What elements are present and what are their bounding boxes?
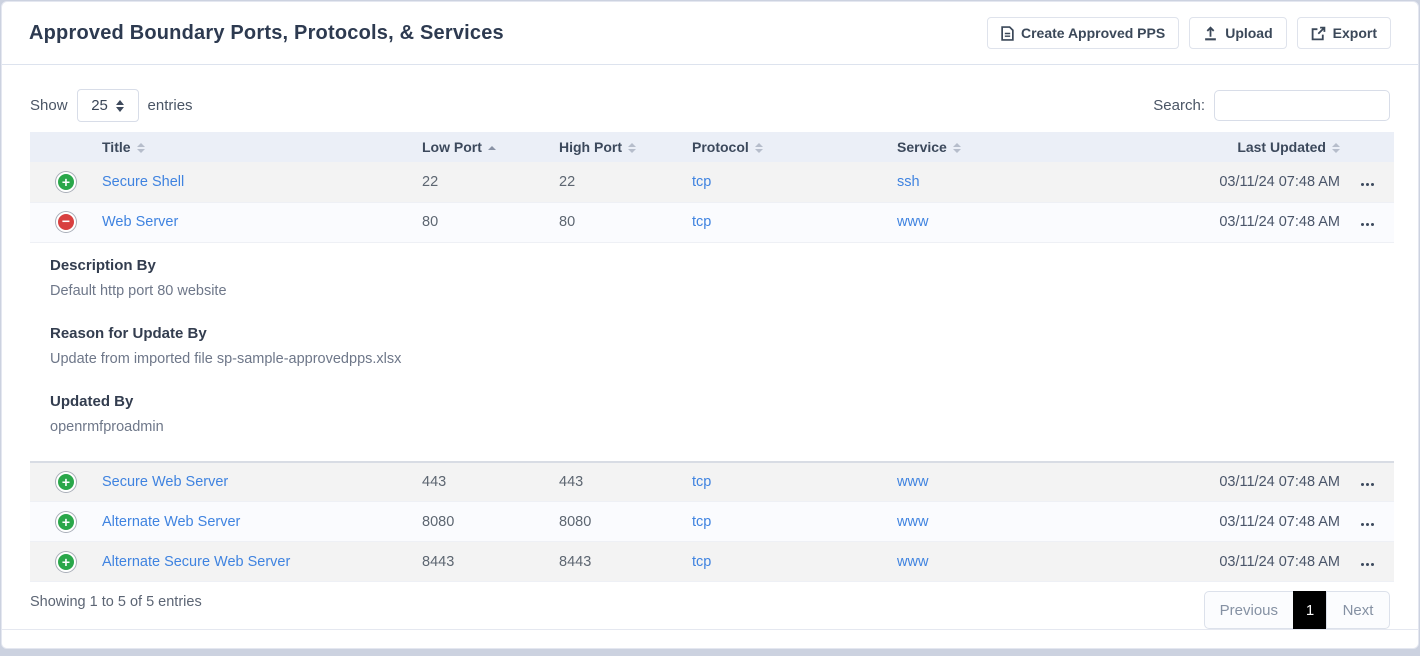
table-controls: Show 25 entries Search: xyxy=(30,89,1390,122)
export-button[interactable]: Export xyxy=(1296,17,1391,49)
table-row: Secure Web Server 443 443 tcp www 03/11/… xyxy=(30,461,1394,502)
service-link[interactable]: www xyxy=(897,214,929,230)
search-group: Search: xyxy=(1153,90,1390,121)
column-service[interactable]: Service xyxy=(897,132,1187,162)
row-detail-panel: Description By Default http port 80 webs… xyxy=(30,242,1394,463)
column-last-updated[interactable]: Last Updated xyxy=(1187,132,1340,162)
low-port-cell: 22 xyxy=(422,162,559,203)
high-port-cell: 8443 xyxy=(559,541,692,582)
select-arrows-icon xyxy=(115,99,124,112)
previous-page-button[interactable]: Previous xyxy=(1203,591,1294,629)
table-footer: Showing 1 to 5 of 5 entries Previous 1 N… xyxy=(30,591,1390,629)
next-page-button[interactable]: Next xyxy=(1326,591,1390,629)
low-port-cell: 80 xyxy=(422,202,559,243)
updated-by-value: openrmfproadmin xyxy=(50,418,164,435)
search-label: Search: xyxy=(1153,97,1205,114)
collapse-row-button[interactable] xyxy=(56,212,76,232)
row-actions-menu[interactable] xyxy=(1357,179,1378,190)
protocol-link[interactable]: tcp xyxy=(692,473,712,490)
search-input[interactable] xyxy=(1214,90,1390,121)
file-document-icon xyxy=(1001,25,1014,41)
row-title-link[interactable]: Alternate Web Server xyxy=(102,513,241,530)
card-footer xyxy=(2,629,1418,648)
entries-label: entries xyxy=(147,97,193,114)
column-protocol[interactable]: Protocol xyxy=(692,132,897,162)
high-port-cell: 22 xyxy=(559,162,692,203)
sort-asc-icon xyxy=(487,146,496,151)
upload-button[interactable]: Upload xyxy=(1189,17,1287,49)
reason-for-update-value: Update from imported file sp-sample-appr… xyxy=(50,350,402,367)
low-port-cell: 8080 xyxy=(422,501,559,542)
description-by-label: Description By xyxy=(50,256,156,274)
row-title-link[interactable]: Secure Web Server xyxy=(102,473,229,490)
row-actions-menu[interactable] xyxy=(1357,559,1378,570)
page-title: Approved Boundary Ports, Protocols, & Se… xyxy=(29,21,504,44)
low-port-cell: 443 xyxy=(422,461,559,502)
high-port-cell: 443 xyxy=(559,461,692,502)
updated-by-label: Updated By xyxy=(50,392,134,410)
low-port-cell: 8443 xyxy=(422,541,559,582)
table-row: Alternate Web Server 8080 8080 tcp www 0… xyxy=(30,501,1394,542)
pagination: Previous 1 Next xyxy=(1203,591,1390,629)
sort-icon xyxy=(1332,143,1340,154)
high-port-cell: 80 xyxy=(559,202,692,243)
protocol-link[interactable]: tcp xyxy=(692,553,712,570)
column-title[interactable]: Title xyxy=(102,132,422,162)
expand-row-button[interactable] xyxy=(56,511,76,532)
last-updated-cell: 03/11/24 07:48 AM xyxy=(1187,461,1340,502)
sort-icon xyxy=(136,143,145,154)
export-label: Export xyxy=(1332,25,1377,41)
row-actions-menu[interactable] xyxy=(1357,479,1378,490)
protocol-link[interactable]: tcp xyxy=(692,513,712,530)
approved-pps-table: Title Low Port High Port Protocol Servic… xyxy=(30,132,1394,582)
page-length-group: Show 25 entries xyxy=(30,89,193,122)
page-length-select[interactable]: 25 xyxy=(76,89,139,122)
show-label: Show xyxy=(30,97,68,114)
column-expand xyxy=(30,132,102,162)
table-row: Web Server 80 80 tcp www 03/11/24 07:48 … xyxy=(30,202,1394,243)
page-length-value: 25 xyxy=(91,97,108,114)
row-title-link[interactable]: Web Server xyxy=(102,214,179,230)
table-row: Secure Shell 22 22 tcp ssh 03/11/24 07:4… xyxy=(30,162,1394,203)
create-approved-pps-button[interactable]: Create Approved PPS xyxy=(987,17,1180,49)
reason-for-update-label: Reason for Update By xyxy=(50,324,207,342)
current-page-button[interactable]: 1 xyxy=(1293,591,1327,629)
upload-icon xyxy=(1203,25,1218,41)
column-actions xyxy=(1340,132,1394,162)
service-link[interactable]: www xyxy=(897,553,929,570)
last-updated-cell: 03/11/24 07:48 AM xyxy=(1187,162,1340,203)
last-updated-cell: 03/11/24 07:48 AM xyxy=(1187,501,1340,542)
column-low-port[interactable]: Low Port xyxy=(422,132,559,162)
service-link[interactable]: ssh xyxy=(897,173,920,190)
description-by-value: Default http port 80 website xyxy=(50,282,227,299)
high-port-cell: 8080 xyxy=(559,501,692,542)
sort-icon xyxy=(952,143,961,154)
last-updated-cell: 03/11/24 07:48 AM xyxy=(1187,202,1340,243)
sort-icon xyxy=(754,143,763,154)
row-actions-menu[interactable] xyxy=(1357,219,1378,230)
protocol-link[interactable]: tcp xyxy=(692,214,712,230)
service-link[interactable]: www xyxy=(897,513,929,530)
table-row: Alternate Secure Web Server 8443 8443 tc… xyxy=(30,541,1394,582)
row-actions-menu[interactable] xyxy=(1357,519,1378,530)
expand-row-button[interactable] xyxy=(56,171,76,192)
upload-label: Upload xyxy=(1225,25,1273,41)
protocol-link[interactable]: tcp xyxy=(692,173,712,190)
expand-row-button[interactable] xyxy=(56,551,76,572)
sort-icon xyxy=(628,143,636,154)
column-high-port[interactable]: High Port xyxy=(559,132,692,162)
entries-info: Showing 1 to 5 of 5 entries xyxy=(30,594,202,610)
row-title-link[interactable]: Alternate Secure Web Server xyxy=(102,553,291,570)
export-icon xyxy=(1311,26,1326,41)
last-updated-cell: 03/11/24 07:48 AM xyxy=(1187,541,1340,582)
row-title-link[interactable]: Secure Shell xyxy=(102,173,185,190)
create-approved-pps-label: Create Approved PPS xyxy=(1021,25,1166,41)
service-link[interactable]: www xyxy=(897,473,929,490)
table-header-row: Title Low Port High Port Protocol Servic… xyxy=(30,132,1394,162)
card-header: Approved Boundary Ports, Protocols, & Se… xyxy=(2,2,1418,65)
expand-row-button[interactable] xyxy=(56,471,76,492)
card-body: Show 25 entries Search: Title xyxy=(2,65,1418,629)
header-actions: Create Approved PPS Upload Export xyxy=(987,17,1391,49)
